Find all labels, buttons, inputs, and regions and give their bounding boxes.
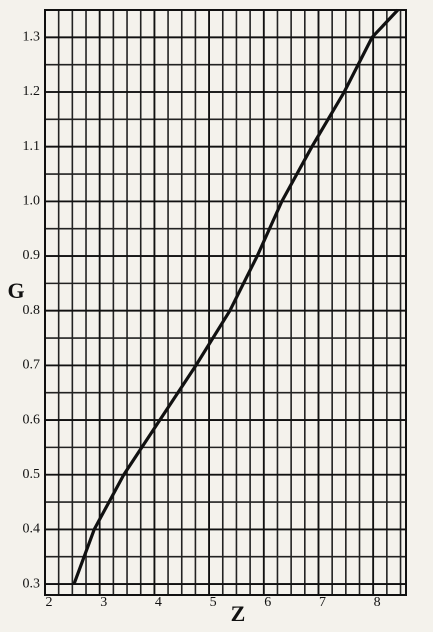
x-tick-label: 8	[374, 595, 381, 610]
y-tick-label: 0.9	[23, 248, 41, 263]
y-tick-label: 0.3	[23, 576, 41, 591]
y-tick-label: 1.2	[23, 84, 41, 99]
x-tick-label: 6	[264, 595, 271, 610]
y-tick-label: 0.8	[23, 303, 41, 318]
x-tick-label: 7	[319, 595, 326, 610]
x-tick-label: 3	[100, 595, 107, 610]
y-tick-label: 1.1	[23, 139, 41, 154]
y-tick-label: 1.0	[23, 194, 41, 209]
y-axis-label: G	[7, 278, 24, 303]
x-axis-label: Z	[231, 601, 246, 626]
x-tick-label: 4	[155, 595, 162, 610]
y-tick-label: 0.7	[23, 358, 41, 373]
y-tick-label: 0.4	[23, 522, 41, 537]
x-tick-label: 5	[210, 595, 217, 610]
y-tick-label: 1.3	[23, 30, 41, 45]
data-line	[72, 8, 399, 585]
y-tick-label: 0.5	[23, 467, 41, 482]
x-tick-label: 2	[46, 595, 53, 610]
y-tick-label: 0.6	[23, 412, 41, 427]
